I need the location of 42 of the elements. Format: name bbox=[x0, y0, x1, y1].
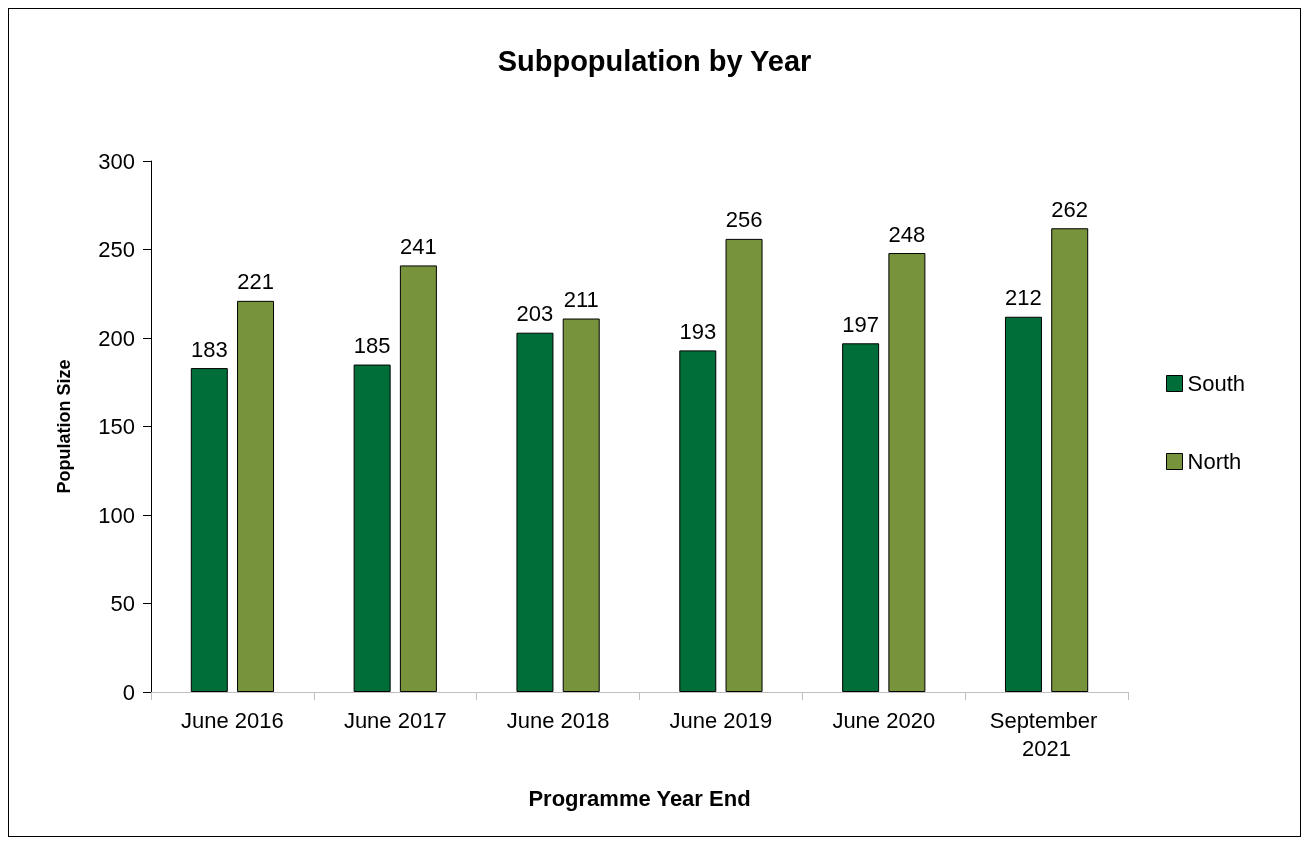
bar bbox=[516, 332, 554, 692]
bar bbox=[237, 300, 275, 692]
bar bbox=[679, 350, 717, 692]
bar bbox=[1051, 228, 1089, 692]
data-label: 212 bbox=[1005, 285, 1042, 311]
bar bbox=[1004, 316, 1042, 692]
data-label: 185 bbox=[353, 333, 391, 359]
bar bbox=[888, 253, 926, 692]
y-tick-label: 200 bbox=[98, 325, 135, 351]
y-tick-label: 300 bbox=[98, 148, 135, 174]
x-tick-label: June 2018 bbox=[506, 707, 610, 733]
chart-title: Subpopulation by Year bbox=[497, 44, 812, 77]
data-label: 183 bbox=[190, 336, 228, 362]
x-tick-label: June 2020 bbox=[832, 707, 936, 733]
data-label: 197 bbox=[842, 311, 879, 337]
x-tick-label: September 2021 bbox=[989, 707, 1104, 761]
bar bbox=[190, 368, 228, 692]
data-label: 241 bbox=[400, 233, 437, 259]
x-tick-label: June 2019 bbox=[669, 707, 773, 733]
bar bbox=[725, 238, 763, 692]
bar bbox=[842, 343, 880, 692]
data-label: 193 bbox=[679, 318, 717, 344]
data-label: 211 bbox=[563, 287, 599, 313]
x-tick-label: June 2017 bbox=[343, 707, 447, 733]
bar bbox=[562, 318, 600, 692]
x-axis-title: Programme Year End bbox=[528, 785, 751, 811]
y-tick-label: 250 bbox=[98, 237, 135, 262]
data-label: 248 bbox=[888, 221, 926, 247]
bar bbox=[399, 265, 437, 692]
bar bbox=[353, 364, 391, 692]
y-tick-label: 100 bbox=[98, 502, 135, 528]
data-label: 203 bbox=[516, 301, 554, 327]
y-tick-label: 50 bbox=[110, 591, 135, 616]
data-label: 221 bbox=[237, 269, 274, 295]
y-tick-label: 0 bbox=[122, 679, 135, 705]
x-tick-label: June 2016 bbox=[181, 707, 284, 733]
legend-label: North bbox=[1187, 449, 1242, 474]
y-tick-label: 150 bbox=[98, 414, 135, 439]
data-label: 262 bbox=[1051, 196, 1089, 222]
legend-label: South bbox=[1187, 371, 1246, 396]
data-label: 256 bbox=[725, 207, 763, 233]
y-axis-title: Population Size bbox=[54, 359, 74, 494]
